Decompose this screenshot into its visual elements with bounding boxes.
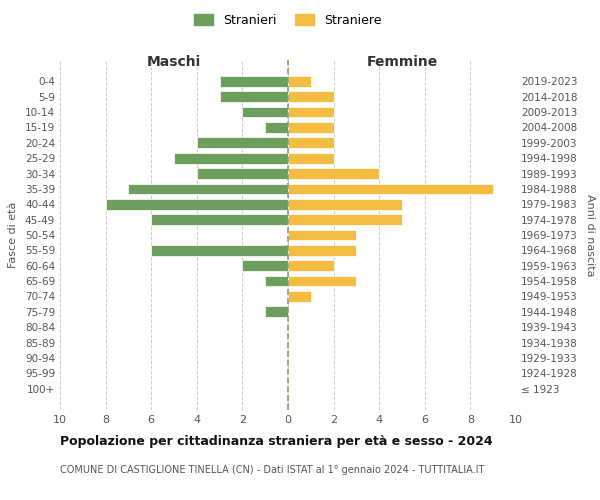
Bar	[174, 153, 288, 164]
Bar	[220, 92, 288, 102]
Text: Maschi: Maschi	[147, 55, 201, 69]
Bar	[265, 306, 288, 317]
Legend: Stranieri, Straniere: Stranieri, Straniere	[190, 8, 386, 32]
Bar	[265, 276, 288, 286]
Bar	[288, 138, 334, 148]
Bar	[288, 214, 402, 225]
Bar	[151, 214, 288, 225]
Bar	[288, 260, 334, 271]
Bar	[288, 92, 334, 102]
Bar	[288, 184, 493, 194]
Bar	[288, 291, 311, 302]
Y-axis label: Fasce di età: Fasce di età	[8, 202, 18, 268]
Text: Popolazione per cittadinanza straniera per età e sesso - 2024: Popolazione per cittadinanza straniera p…	[60, 435, 493, 448]
Y-axis label: Anni di nascita: Anni di nascita	[584, 194, 595, 276]
Bar	[288, 168, 379, 179]
Text: COMUNE DI CASTIGLIONE TINELLA (CN) - Dati ISTAT al 1° gennaio 2024 - TUTTITALIA.: COMUNE DI CASTIGLIONE TINELLA (CN) - Dat…	[60, 465, 484, 475]
Bar	[151, 245, 288, 256]
Bar	[128, 184, 288, 194]
Bar	[288, 153, 334, 164]
Bar	[106, 199, 288, 209]
Bar	[288, 276, 356, 286]
Bar	[197, 138, 288, 148]
Bar	[197, 168, 288, 179]
Bar	[288, 245, 356, 256]
Bar	[265, 122, 288, 133]
Bar	[220, 76, 288, 86]
Text: Femmine: Femmine	[367, 55, 437, 69]
Bar	[288, 76, 311, 86]
Bar	[288, 230, 356, 240]
Bar	[288, 122, 334, 133]
Bar	[242, 260, 288, 271]
Bar	[288, 106, 334, 118]
Bar	[242, 106, 288, 118]
Bar	[288, 199, 402, 209]
